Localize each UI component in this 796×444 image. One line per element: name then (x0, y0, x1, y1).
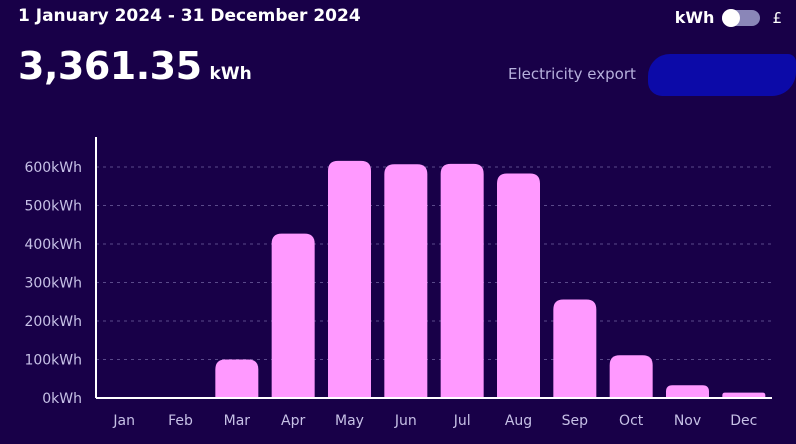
bar-sep[interactable] (553, 299, 597, 398)
y-tick-label: 200kWh (24, 314, 82, 330)
bar-may[interactable] (328, 160, 371, 398)
x-tick-labels: Jan Feb Mar Apr May Jun Jul Aug Sep Oct Nov Dec (112, 413, 757, 429)
bar-aug[interactable] (497, 173, 540, 398)
x-tick-label-aug: Aug (505, 413, 532, 429)
redaction-scribble (648, 54, 796, 96)
unit-toggle-switch[interactable] (722, 8, 761, 27)
bar-apr[interactable] (271, 233, 315, 398)
x-tick-label-dec: Dec (730, 413, 757, 429)
total-export: 3,361.35 kWh (18, 44, 252, 88)
y-tick-label: 0kWh (42, 391, 82, 407)
date-range-label: 1 January 2024 - 31 December 2024 (18, 6, 361, 26)
y-tick-label: 400kWh (24, 237, 82, 253)
toggle-label-kwh: kWh (674, 8, 715, 27)
bar-nov[interactable] (666, 385, 709, 398)
toggle-label-currency: £ (772, 8, 782, 27)
x-tick-label-nov: Nov (674, 413, 701, 429)
bar-mar[interactable] (215, 359, 259, 399)
bars (215, 160, 766, 399)
x-tick-label-apr: Apr (281, 413, 305, 429)
x-tick-label-mar: Mar (224, 413, 251, 429)
bar-oct[interactable] (609, 355, 653, 398)
bar-jun[interactable] (384, 164, 428, 398)
x-tick-label-oct: Oct (619, 413, 644, 429)
y-tick-label: 500kWh (24, 199, 82, 215)
gridlines (96, 166, 772, 360)
x-tick-label-sep: Sep (562, 413, 589, 429)
x-tick-label-feb: Feb (168, 413, 193, 429)
meter-label: Electricity export (508, 65, 636, 83)
axes (95, 137, 772, 399)
y-tick-labels: 0kWh 100kWh 200kWh 300kWh 400kWh 500kWh 600kWh (24, 160, 82, 407)
x-tick-label-jan: Jan (112, 413, 135, 429)
x-tick-label-jun: Jun (394, 413, 417, 429)
bar-jul[interactable] (440, 163, 484, 398)
y-tick-label: 100kWh (24, 353, 82, 369)
toggle-knob[interactable] (722, 8, 741, 27)
y-tick-label: 600kWh (24, 160, 82, 176)
x-tick-label-may: May (335, 413, 364, 429)
x-tick-label-jul: Jul (453, 413, 471, 429)
total-export-value: 3,361.35 (18, 44, 202, 88)
y-tick-label: 300kWh (24, 276, 82, 292)
unit-toggle: kWh £ (675, 8, 782, 27)
total-export-unit: kWh (209, 64, 252, 84)
bar-dec[interactable] (722, 392, 766, 398)
